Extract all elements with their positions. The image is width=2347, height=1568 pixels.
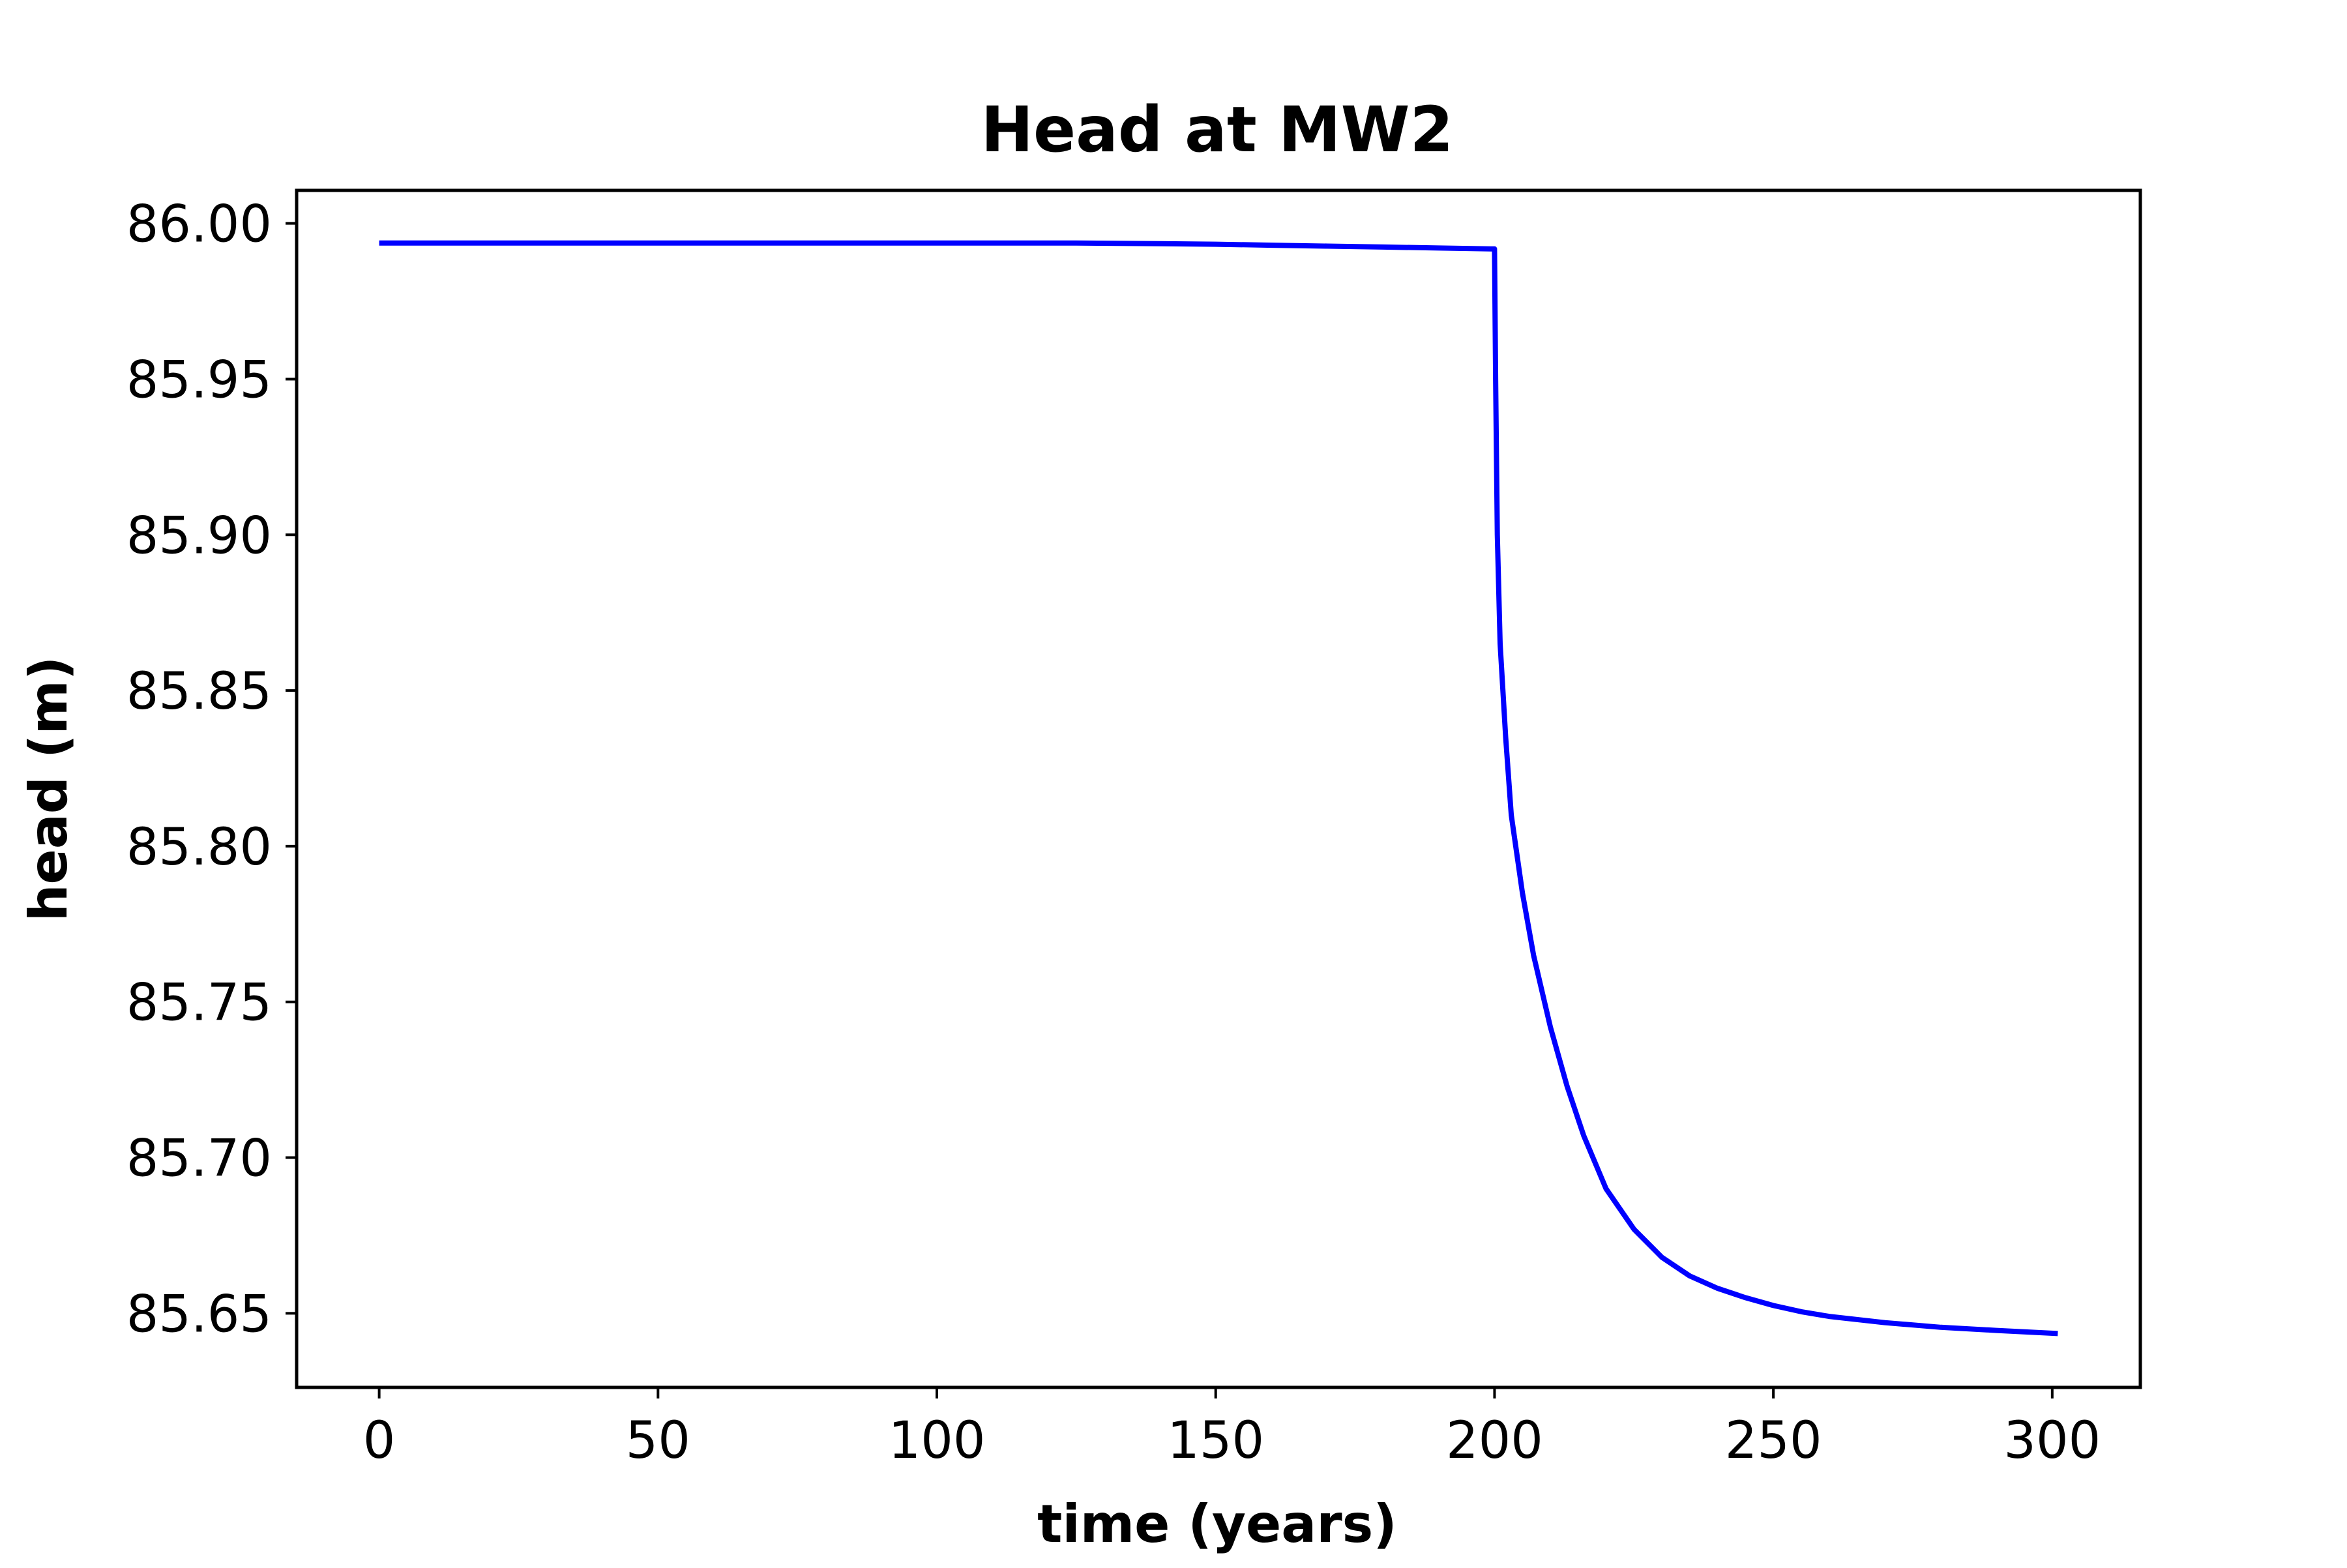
x-tick-label: 100 xyxy=(889,1412,986,1470)
y-tick-label: 85.80 xyxy=(126,818,272,877)
x-tick-label: 300 xyxy=(2003,1412,2101,1470)
x-tick-label: 200 xyxy=(1446,1412,1543,1470)
x-axis-label: time (years) xyxy=(1037,1494,1397,1554)
y-tick-label: 86.00 xyxy=(126,196,272,254)
y-tick-label: 85.70 xyxy=(126,1130,272,1189)
y-axis-label: head (m) xyxy=(18,657,79,922)
y-tick-label: 85.75 xyxy=(126,974,272,1033)
plot-layer xyxy=(379,240,2058,1337)
y-tick-label: 85.65 xyxy=(126,1285,272,1344)
x-tick-label: 50 xyxy=(626,1412,690,1470)
y-tick-label: 85.85 xyxy=(126,662,272,721)
y-tick-label: 85.90 xyxy=(126,507,272,565)
chart-title: Head at MW2 xyxy=(981,93,1454,166)
x-tick-label: 0 xyxy=(363,1412,396,1470)
x-tick-label: 250 xyxy=(1725,1412,1822,1470)
x-axis: 0 50 100 150 200 250 300 xyxy=(363,1387,2101,1470)
x-tick-label: 150 xyxy=(1167,1412,1264,1470)
plot-frame xyxy=(295,188,2142,1389)
y-tick-label: 85.95 xyxy=(126,351,272,409)
series-line-0 xyxy=(379,240,2058,1337)
y-axis: 85.65 85.70 85.75 85.80 85.85 85.90 85.95 86.00 xyxy=(126,196,297,1344)
